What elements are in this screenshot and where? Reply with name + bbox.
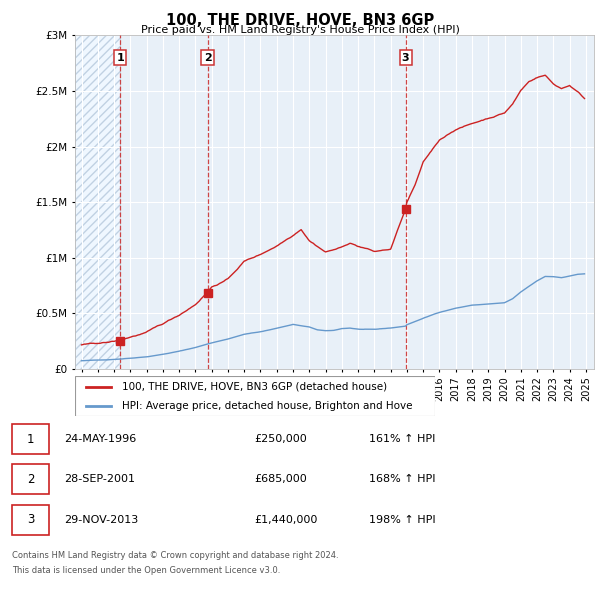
Text: 2: 2 xyxy=(27,473,34,486)
Text: 198% ↑ HPI: 198% ↑ HPI xyxy=(369,514,436,525)
Text: 100, THE DRIVE, HOVE, BN3 6GP: 100, THE DRIVE, HOVE, BN3 6GP xyxy=(166,13,434,28)
Text: 161% ↑ HPI: 161% ↑ HPI xyxy=(369,434,436,444)
Text: Contains HM Land Registry data © Crown copyright and database right 2024.: Contains HM Land Registry data © Crown c… xyxy=(12,550,338,559)
Bar xyxy=(75,35,120,369)
Text: £1,440,000: £1,440,000 xyxy=(254,514,317,525)
Text: 3: 3 xyxy=(402,53,409,63)
FancyBboxPatch shape xyxy=(12,424,49,454)
Text: 1: 1 xyxy=(116,53,124,63)
Text: Price paid vs. HM Land Registry's House Price Index (HPI): Price paid vs. HM Land Registry's House … xyxy=(140,25,460,35)
Text: 1: 1 xyxy=(27,432,34,445)
Text: 168% ↑ HPI: 168% ↑ HPI xyxy=(369,474,436,484)
Text: 2: 2 xyxy=(204,53,211,63)
Text: 29-NOV-2013: 29-NOV-2013 xyxy=(64,514,138,525)
Bar xyxy=(75,35,120,369)
Text: 24-MAY-1996: 24-MAY-1996 xyxy=(64,434,136,444)
Text: £250,000: £250,000 xyxy=(254,434,307,444)
FancyBboxPatch shape xyxy=(12,504,49,535)
Text: 100, THE DRIVE, HOVE, BN3 6GP (detached house): 100, THE DRIVE, HOVE, BN3 6GP (detached … xyxy=(122,382,387,392)
FancyBboxPatch shape xyxy=(12,464,49,494)
Text: 28-SEP-2001: 28-SEP-2001 xyxy=(64,474,135,484)
Text: 3: 3 xyxy=(27,513,34,526)
Text: £685,000: £685,000 xyxy=(254,474,307,484)
Text: This data is licensed under the Open Government Licence v3.0.: This data is licensed under the Open Gov… xyxy=(12,566,280,575)
Text: HPI: Average price, detached house, Brighton and Hove: HPI: Average price, detached house, Brig… xyxy=(122,401,412,411)
